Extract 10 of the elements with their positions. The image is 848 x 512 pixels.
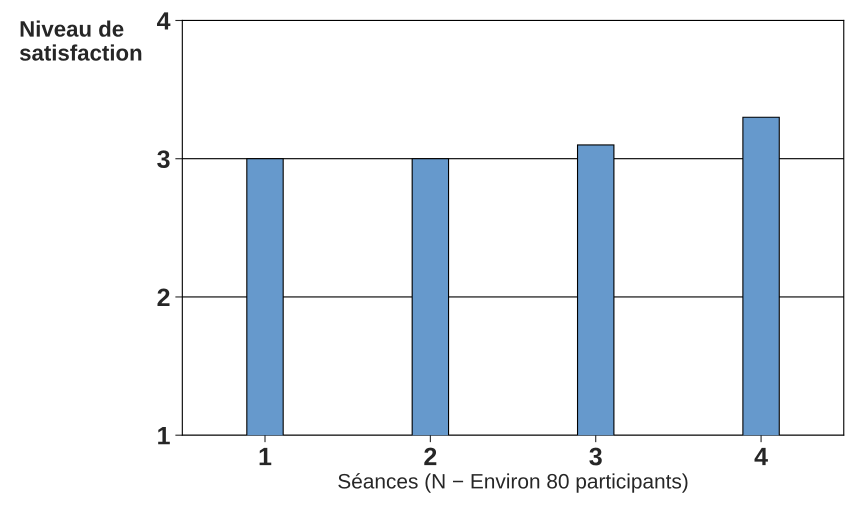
y-tick-label: 3 xyxy=(157,150,170,168)
y-axis-title: Niveau de satisfaction xyxy=(20,20,142,61)
x-tick-label: 3 xyxy=(589,448,602,466)
y-tick-label: 2 xyxy=(157,288,170,306)
x-tick-label: 4 xyxy=(754,448,768,466)
x-tick-label: 1 xyxy=(260,448,272,466)
y-tick-label: 4 xyxy=(156,12,170,30)
x-axis-title: Séances (N − Environ 80 participants) xyxy=(338,473,688,493)
x-tick-label: 2 xyxy=(424,448,436,466)
y-tick-label: 1 xyxy=(158,427,170,444)
